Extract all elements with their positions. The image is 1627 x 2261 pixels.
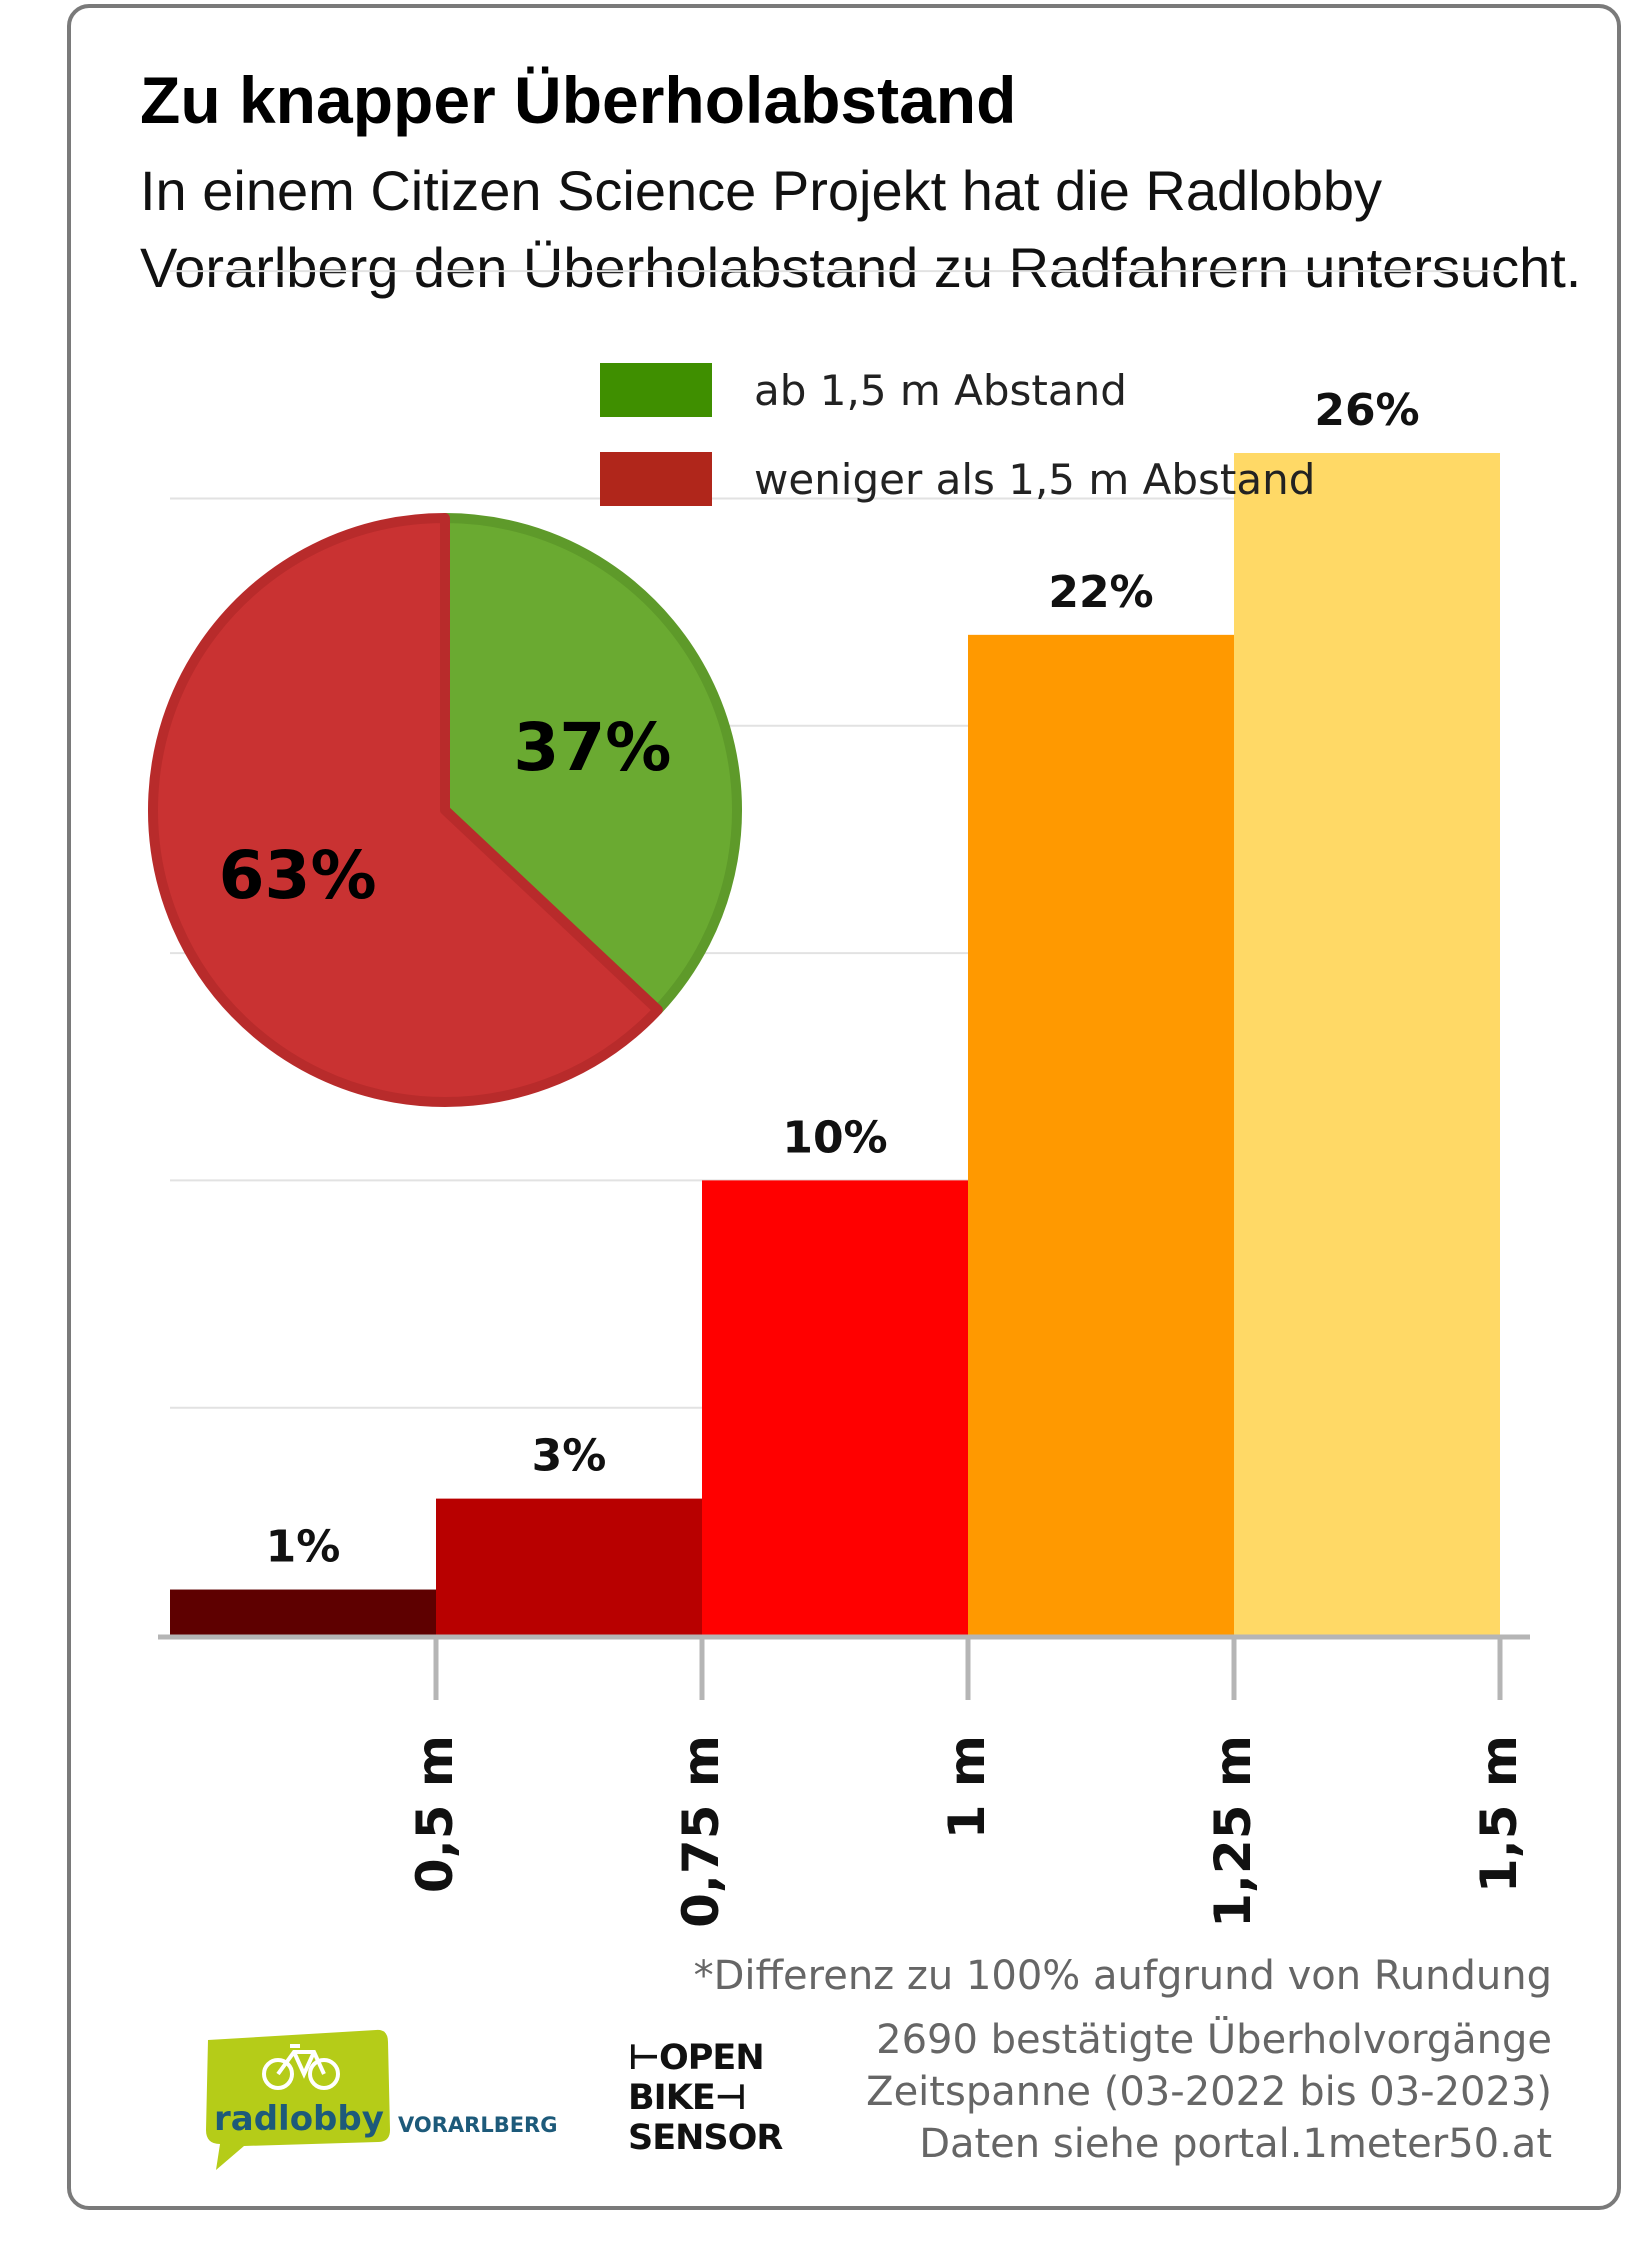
bar-value-label: 3%: [532, 1431, 607, 1482]
pie-slice: [148, 513, 663, 1107]
obs-line-open: ⊢OPEN: [628, 2038, 765, 2078]
radlobby-region-text: VORARLBERG: [398, 2113, 557, 2137]
bar-value-label: 22%: [1048, 567, 1153, 618]
x-axis-tick-label: 1 m: [938, 1735, 996, 1839]
obs-line-sensor: SENSOR: [628, 2118, 783, 2158]
pie-value-label: 37%: [513, 709, 671, 786]
bar-value-label: 26%: [1314, 385, 1419, 436]
x-axis-tick-label: 0,75 m: [672, 1735, 730, 1928]
obs-line-bike: BIKE⊣: [628, 2078, 747, 2118]
legend-swatch-green: [600, 363, 712, 417]
radlobby-logo: radlobby VORARLBERG: [206, 2029, 557, 2170]
legend-item-red: weniger als 1,5 m Abstand: [600, 452, 1315, 506]
bar: [968, 634, 1234, 1635]
footnote-block: *Differenz zu 100% aufgrund von Rundung …: [694, 1950, 1552, 2170]
page-title: Zu knapper Überholabstand: [140, 63, 1017, 137]
bar-series: [170, 453, 1500, 1635]
bar-value-label: 1%: [266, 1522, 341, 1573]
bicycle-icon: [262, 2044, 340, 2090]
legend-label-red: weniger als 1,5 m Abstand: [754, 454, 1316, 504]
openbikesensor-logo: ⊢OPEN BIKE⊣ SENSOR: [628, 2038, 783, 2168]
bar: [436, 1498, 702, 1635]
legend-item-green: ab 1,5 m Abstand: [600, 363, 1127, 417]
bar: [170, 1589, 436, 1635]
legend-swatch-red: [600, 452, 712, 506]
rounding-note: *Differenz zu 100% aufgrund von Rundung: [693, 1953, 1552, 1999]
x-axis-tick-label: 0,5 m: [406, 1735, 464, 1893]
legend-label-green: ab 1,5 m Abstand: [754, 365, 1127, 415]
bar-value-labels: 1% 3% 10% 22% 26%: [266, 385, 1420, 1573]
bar: [1234, 453, 1500, 1635]
x-axis-ticks: [433, 1637, 1503, 1700]
page-subtitle: In einem Citizen Science Projekt hat die…: [140, 159, 1582, 299]
source-note: Daten siehe portal.1meter50.at: [919, 2121, 1552, 2167]
radlobby-logo-text: radlobby: [214, 2099, 384, 2139]
count-note: 2690 bestätigte Überholvorgänge: [876, 2017, 1552, 2063]
x-axis-tick-label: 1,25 m: [1204, 1735, 1262, 1928]
bar-value-label: 10%: [782, 1112, 887, 1163]
pie-slice: [440, 513, 742, 1015]
x-axis-tick-label: 1,5 m: [1470, 1735, 1528, 1893]
x-axis-tick-labels: 0,5 m 0,75 m 1 m 1,25 m 1,5 m: [406, 1735, 1528, 1928]
period-note: Zeitspanne (03-2022 bis 03-2023): [866, 2069, 1552, 2115]
bar: [702, 1180, 968, 1635]
pie-value-label: 63%: [219, 837, 377, 914]
pie-chart: 37% 63%: [148, 513, 742, 1107]
